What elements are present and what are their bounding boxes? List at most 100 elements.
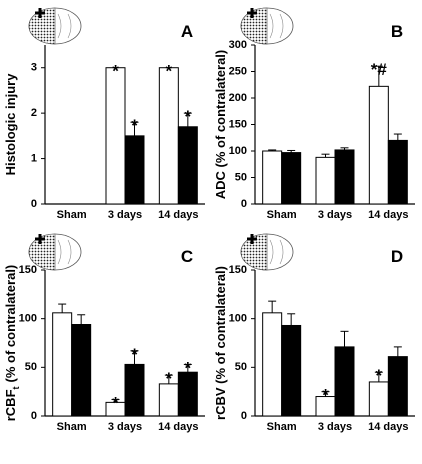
y-tick-label: 250 (229, 65, 247, 77)
error-bar (374, 371, 383, 382)
bar (124, 135, 145, 205)
y-axis-label-sub: t (11, 386, 21, 389)
bar (387, 356, 408, 417)
y-axis-label-rest: (% of contralateral) (3, 265, 18, 383)
y-tick-label: 150 (229, 118, 247, 130)
significance-mark: * (166, 62, 173, 81)
bar (105, 67, 126, 205)
panel-letter: A (181, 22, 193, 41)
significance-mark: * (112, 62, 119, 81)
x-tick-label: Sham (57, 421, 87, 433)
error-bar (393, 346, 402, 357)
y-axis-label: Histologic injury (3, 73, 18, 176)
x-tick-label: 3 days (318, 421, 352, 433)
brain-icon (239, 232, 295, 272)
y-axis-label: rCBV (% of contralateral) (213, 266, 228, 420)
significance-mark: *# (371, 60, 388, 79)
significance-mark: * (166, 369, 173, 388)
error-bar (321, 391, 330, 397)
bar (387, 139, 408, 205)
error-bar (287, 313, 296, 326)
y-tick-label: 1 (31, 152, 37, 164)
brain-icon (239, 6, 295, 46)
y-tick-label: 0 (241, 198, 247, 210)
bar (334, 149, 355, 205)
y-tick-label: 100 (19, 313, 37, 325)
y-tick-label: 100 (229, 145, 247, 157)
y-tick-label: 2 (31, 107, 37, 119)
y-tick-label: 3 (31, 62, 37, 74)
y-tick-label: 0 (241, 410, 247, 422)
error-bar (183, 112, 192, 127)
bar (158, 383, 179, 417)
bar (177, 371, 198, 417)
error-bar (164, 374, 173, 384)
x-tick-label: Sham (57, 209, 87, 221)
error-bar (58, 303, 67, 313)
error-bar (130, 350, 139, 365)
error-bar (111, 398, 120, 403)
error-bar (340, 147, 349, 150)
error-bar (77, 314, 86, 325)
error-bar (393, 133, 402, 141)
bar (281, 152, 302, 205)
brain-icon (27, 6, 83, 46)
significance-mark: * (185, 107, 192, 126)
bar (368, 381, 389, 417)
error-bar (268, 300, 277, 313)
error-bar (340, 330, 349, 347)
panel-letter: D (391, 247, 403, 266)
significance-mark: * (376, 366, 383, 385)
error-bar (183, 363, 192, 373)
x-tick-label: 14 days (158, 209, 198, 221)
y-tick-label: 50 (25, 361, 37, 373)
y-tick-label: 150 (19, 264, 37, 276)
y-axis-label: rCBFt (% of contralateral) (3, 265, 21, 422)
bar (177, 126, 198, 205)
y-tick-label: 0 (31, 410, 37, 422)
y-axis-label-text: rCBV (% of contralateral) (213, 266, 228, 420)
y-tick-label: 100 (229, 313, 247, 325)
y-axis-label-text: ADC (% of contralateral) (213, 50, 228, 200)
bar (124, 363, 145, 417)
x-tick-label: 3 days (108, 209, 142, 221)
x-tick-label: 3 days (318, 209, 352, 221)
x-tick-label: 3 days (108, 421, 142, 433)
y-tick-label: 200 (229, 92, 247, 104)
y-tick-label: 150 (229, 264, 247, 276)
significance-mark: * (322, 386, 329, 405)
bar (158, 67, 179, 205)
x-tick-label: Sham (267, 421, 297, 433)
error-bar (268, 149, 277, 151)
y-axis-label: ADC (% of contralateral) (213, 50, 228, 200)
error-bar (130, 121, 139, 136)
bar (334, 346, 355, 417)
significance-mark: * (185, 358, 192, 377)
panel-letter: C (181, 247, 193, 266)
y-tick-label: 300 (229, 39, 247, 51)
significance-mark: * (131, 116, 138, 135)
significance-mark: * (112, 393, 119, 412)
y-tick-label: 50 (235, 171, 247, 183)
x-tick-label: Sham (267, 209, 297, 221)
bar (262, 312, 283, 417)
bar (368, 85, 389, 205)
bar (315, 156, 336, 205)
bar (281, 324, 302, 417)
y-axis-label-text: Histologic injury (3, 73, 18, 176)
x-tick-label: 14 days (368, 209, 408, 221)
y-tick-label: 50 (235, 361, 247, 373)
x-tick-label: 14 days (158, 421, 198, 433)
bar (71, 324, 92, 417)
error-bar (374, 65, 383, 87)
y-tick-label: 0 (31, 198, 37, 210)
x-tick-label: 14 days (368, 421, 408, 433)
panel-letter: B (391, 22, 403, 41)
bar (52, 312, 73, 417)
y-axis-label-text: rCBF (3, 389, 18, 421)
significance-mark: * (131, 345, 138, 364)
bar (262, 150, 283, 205)
error-bar (321, 153, 330, 158)
error-bar (287, 149, 296, 153)
